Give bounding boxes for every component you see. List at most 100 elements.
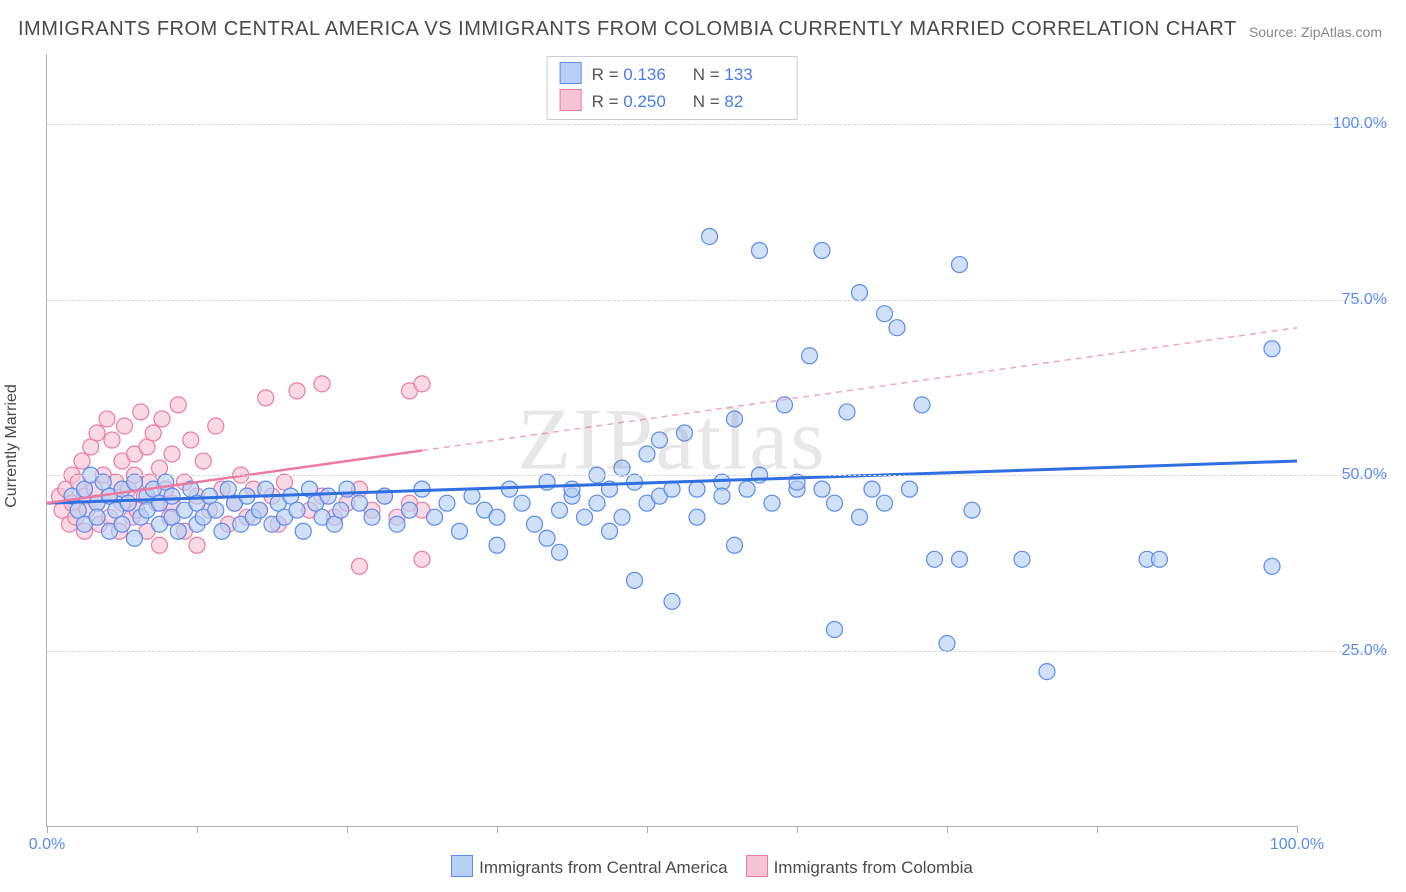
legend-swatch-icon — [560, 62, 582, 84]
point-series-a — [552, 502, 568, 518]
stat-n-label: N = — [693, 65, 725, 84]
point-series-b — [154, 411, 170, 427]
point-series-a — [627, 572, 643, 588]
point-series-a — [739, 481, 755, 497]
point-series-a — [764, 495, 780, 511]
point-series-a — [439, 495, 455, 511]
point-series-a — [352, 495, 368, 511]
y-tick-label: 100.0% — [1307, 115, 1387, 133]
point-series-a — [602, 523, 618, 539]
point-series-a — [527, 516, 543, 532]
stats-row: R = 0.136 N = 133 — [560, 61, 785, 88]
point-series-a — [208, 502, 224, 518]
chart-title: IMMIGRANTS FROM CENTRAL AMERICA VS IMMIG… — [18, 18, 1237, 41]
point-series-a — [333, 502, 349, 518]
gridline — [47, 475, 1387, 476]
x-tick — [797, 826, 798, 833]
point-series-b — [170, 397, 186, 413]
gridline — [47, 124, 1387, 125]
legend-swatch-icon — [746, 855, 768, 877]
point-series-b — [258, 390, 274, 406]
stat-r-value: 0.136 — [623, 61, 683, 88]
point-series-a — [702, 228, 718, 244]
point-series-b — [414, 376, 430, 392]
point-series-a — [1014, 551, 1030, 567]
x-tick — [647, 826, 648, 833]
point-series-a — [802, 348, 818, 364]
point-series-b — [189, 537, 205, 553]
point-series-b — [208, 418, 224, 434]
point-series-a — [827, 495, 843, 511]
stat-r-label: R = — [592, 65, 624, 84]
point-series-a — [402, 502, 418, 518]
x-tick — [1097, 826, 1098, 833]
y-axis-label: Currently Married — [3, 384, 21, 508]
stat-r-label: R = — [592, 92, 624, 111]
point-series-b — [195, 453, 211, 469]
point-series-b — [117, 418, 133, 434]
x-tick — [1297, 826, 1298, 833]
gridline — [47, 300, 1387, 301]
point-series-a — [727, 411, 743, 427]
point-series-a — [964, 502, 980, 518]
point-series-a — [89, 509, 105, 525]
legend-swatch-icon — [560, 89, 582, 111]
stats-legend-box: R = 0.136 N = 133R = 0.250 N = 82 — [547, 56, 798, 120]
legend-item: Immigrants from Colombia — [728, 858, 973, 877]
y-tick-label: 50.0% — [1307, 466, 1387, 484]
chart-svg — [47, 54, 1387, 826]
point-series-a — [1152, 551, 1168, 567]
point-series-a — [614, 460, 630, 476]
point-series-b — [89, 425, 105, 441]
point-series-a — [127, 474, 143, 490]
source-attribution: Source: ZipAtlas.com — [1249, 24, 1382, 40]
point-series-a — [689, 509, 705, 525]
point-series-a — [252, 502, 268, 518]
point-series-b — [183, 432, 199, 448]
point-series-a — [552, 544, 568, 560]
point-series-a — [689, 481, 705, 497]
point-series-a — [752, 243, 768, 259]
point-series-b — [164, 446, 180, 462]
stat-n-value: 82 — [724, 88, 784, 115]
point-series-a — [1264, 558, 1280, 574]
legend-swatch-icon — [451, 855, 473, 877]
legend-label: Immigrants from Colombia — [774, 858, 973, 877]
point-series-a — [889, 320, 905, 336]
point-series-a — [714, 488, 730, 504]
stat-n-label: N = — [693, 92, 725, 111]
point-series-a — [320, 488, 336, 504]
y-tick-label: 25.0% — [1307, 642, 1387, 660]
point-series-a — [295, 523, 311, 539]
stat-n-value: 133 — [724, 61, 784, 88]
point-series-a — [877, 306, 893, 322]
x-tick — [347, 826, 348, 833]
point-series-a — [864, 481, 880, 497]
point-series-a — [814, 481, 830, 497]
point-series-a — [170, 523, 186, 539]
point-series-a — [952, 257, 968, 273]
point-series-b — [74, 453, 90, 469]
point-series-a — [214, 523, 230, 539]
point-series-a — [927, 551, 943, 567]
point-series-a — [427, 509, 443, 525]
point-series-b — [289, 383, 305, 399]
point-series-a — [839, 404, 855, 420]
point-series-a — [464, 488, 480, 504]
point-series-b — [99, 411, 115, 427]
point-series-a — [489, 509, 505, 525]
point-series-a — [577, 509, 593, 525]
point-series-a — [614, 509, 630, 525]
x-tick — [47, 826, 48, 833]
point-series-a — [952, 551, 968, 567]
point-series-a — [164, 488, 180, 504]
point-series-a — [877, 495, 893, 511]
point-series-a — [914, 397, 930, 413]
legend-item: Immigrants from Central America — [433, 858, 727, 877]
x-tick — [497, 826, 498, 833]
point-series-b — [145, 425, 161, 441]
point-series-b — [104, 432, 120, 448]
point-series-a — [1264, 341, 1280, 357]
point-series-b — [352, 558, 368, 574]
point-series-a — [120, 495, 136, 511]
